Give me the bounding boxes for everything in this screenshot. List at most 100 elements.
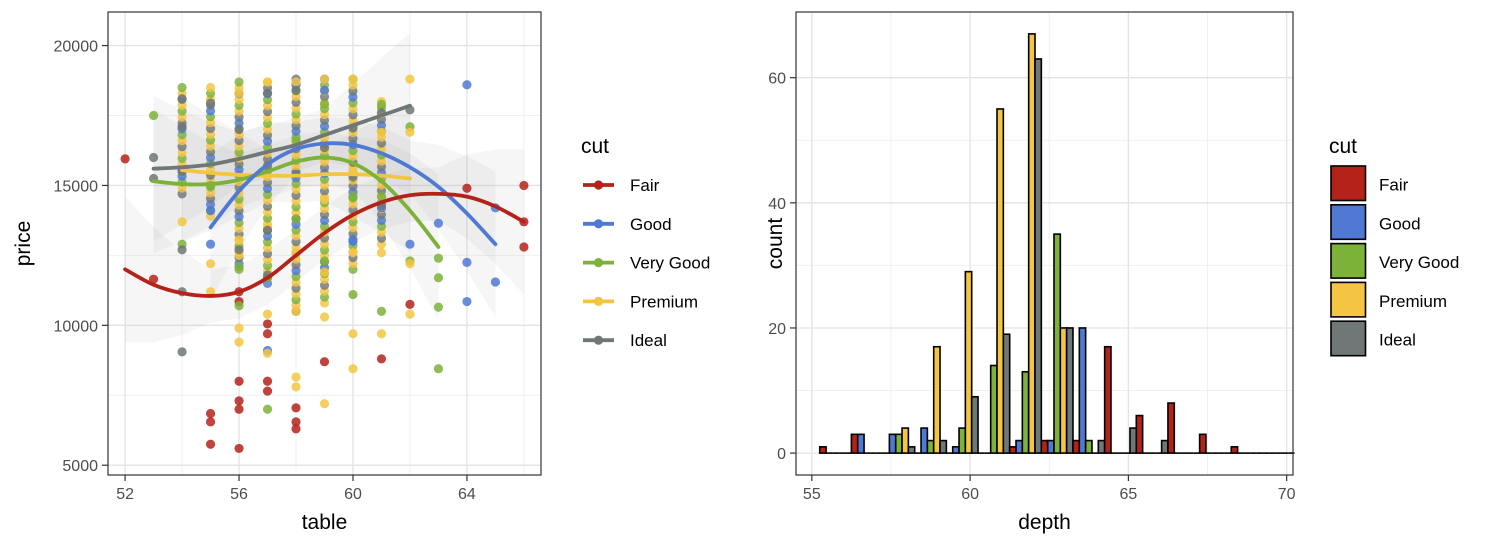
scatter-y-tick-label: 15000 — [54, 178, 99, 195]
bar-fair — [818, 446, 827, 454]
point-good — [319, 85, 330, 95]
bar-premium — [932, 345, 941, 454]
point-fair — [519, 242, 529, 252]
point-ideal — [234, 124, 244, 135]
point-premium — [319, 312, 330, 322]
histogram-panel-border — [795, 11, 1294, 476]
point-premium — [348, 364, 358, 374]
point-ideal — [291, 85, 301, 95]
point-premium — [291, 306, 301, 316]
bar-ideal — [1065, 327, 1074, 454]
point-ideal — [262, 88, 273, 98]
scatter-y-tick-label: 5000 — [62, 458, 98, 475]
point-premium — [405, 309, 415, 319]
histogram-legend: cut Fair Good Very Good Premium Ideal — [1329, 135, 1459, 357]
bar-ideal — [1002, 333, 1011, 454]
point-fair — [234, 404, 244, 414]
scatter-legend-title: cut — [581, 135, 609, 158]
bar-premium — [901, 427, 910, 454]
bar-very-good — [1084, 439, 1093, 454]
confidence-ribbon-ideal — [153, 32, 410, 242]
histogram-x-axis-label: depth — [1018, 511, 1071, 534]
histogram-x-tick-label: 65 — [1119, 486, 1137, 503]
histogram-x-ticks: 55 60 65 70 — [803, 475, 1296, 503]
point-ideal — [262, 225, 273, 235]
legend-label-good: Good — [630, 215, 672, 234]
point-fair — [234, 376, 244, 386]
legend-key-swatch-premium — [1330, 281, 1367, 318]
bar-fair — [1103, 345, 1112, 454]
histogram-y-tick-label: 0 — [777, 446, 786, 463]
point-premium — [319, 399, 330, 409]
bar-fair — [850, 433, 859, 454]
bar-good — [951, 446, 960, 454]
legend-label-fair: Fair — [630, 176, 660, 195]
point-ideal — [177, 94, 187, 104]
point-premium — [405, 127, 415, 137]
scatter-x-axis-label: table — [302, 511, 348, 534]
bar-good — [1015, 439, 1024, 454]
bar-ideal — [1034, 58, 1043, 454]
legend-key-point-premium — [593, 296, 604, 306]
scatter-x-tick-label: 60 — [344, 486, 362, 503]
bar-very-good — [989, 364, 998, 454]
point-premium — [205, 259, 216, 269]
point-premium — [376, 329, 387, 339]
point-premium — [376, 127, 387, 137]
scatter-y-tick-label: 20000 — [54, 39, 99, 56]
scatter-x-ticks: 52 56 60 64 — [116, 475, 476, 503]
point-fair — [205, 439, 216, 449]
scatter-smooth-lines — [123, 103, 526, 298]
point-premium — [376, 247, 387, 258]
histogram-plot-background — [796, 12, 1293, 475]
scatter-y-axis-label: price — [12, 221, 35, 267]
scatter-x-tick-label: 64 — [458, 486, 476, 503]
legend-key-point-fair — [593, 180, 604, 190]
point-fair — [205, 417, 216, 427]
legend-label-very-good: Very Good — [1379, 253, 1459, 272]
point-fair — [405, 299, 415, 309]
point-very-good — [319, 99, 330, 109]
legend-key-point-good — [593, 219, 604, 229]
legend-key-point-very-good — [593, 258, 604, 268]
histogram-y-tick-label: 40 — [768, 196, 786, 213]
point-fair — [262, 319, 273, 329]
legend-label-very-good: Very Good — [630, 254, 710, 273]
point-very-good — [376, 192, 387, 202]
point-fair — [234, 396, 244, 406]
point-fair — [291, 403, 301, 413]
histogram-bars — [818, 33, 1295, 454]
point-very-good — [376, 99, 387, 109]
point-premium — [319, 74, 330, 84]
bar-very-good — [926, 439, 935, 454]
point-premium — [291, 382, 301, 392]
point-fair — [462, 183, 472, 193]
bar-ideal — [1160, 439, 1169, 454]
bar-very-good — [894, 433, 903, 454]
point-ideal — [148, 152, 159, 163]
point-very-good — [234, 261, 244, 272]
legend-label-fair: Fair — [1379, 176, 1409, 195]
point-fair — [291, 417, 301, 427]
scatter-x-tick-label: 52 — [116, 486, 134, 503]
point-good — [462, 257, 472, 267]
bar-premium — [1059, 327, 1068, 454]
point-premium — [405, 74, 415, 84]
histogram-y-ticks: 0 20 40 60 — [768, 71, 796, 463]
point-fair — [262, 386, 273, 396]
legend-label-ideal: Ideal — [630, 331, 667, 350]
smooth-line-ideal — [151, 103, 412, 171]
point-fair — [291, 424, 301, 434]
bar-good — [856, 433, 865, 454]
point-premium — [262, 77, 273, 87]
bar-ideal — [1129, 427, 1138, 454]
point-fair — [205, 408, 216, 419]
point-fair — [262, 329, 273, 339]
point-very-good — [433, 364, 444, 374]
point-very-good — [433, 253, 444, 263]
bar-fair — [1135, 414, 1144, 454]
bar-very-good — [1021, 370, 1030, 454]
bar-ideal — [907, 446, 916, 454]
point-fair — [234, 443, 244, 454]
